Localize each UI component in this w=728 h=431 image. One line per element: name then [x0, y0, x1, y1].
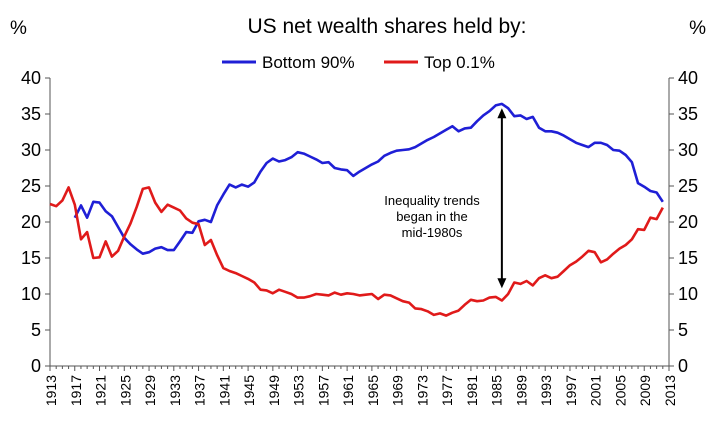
y-tick-label-left: 20 — [21, 212, 41, 232]
y-tick-label-left: 30 — [21, 140, 41, 160]
annotation-line-1: Inequality trends — [384, 193, 480, 208]
x-tick-label: 1985 — [489, 375, 505, 406]
y-tick-label-right: 0 — [678, 356, 688, 376]
annotation-arrow-head-up — [497, 108, 507, 119]
x-tick-label: 1937 — [192, 375, 208, 406]
x-tick-label: 1965 — [365, 375, 381, 406]
x-tick-label: 2013 — [662, 375, 678, 406]
x-tick-label: 1973 — [414, 375, 430, 406]
y-tick-label-right: 40 — [678, 68, 698, 88]
series-line-bottom-90 — [73, 102, 664, 255]
x-tick-label: 1993 — [538, 375, 554, 406]
y-tick-label-left: 15 — [21, 248, 41, 268]
y-tick-label-left: 35 — [21, 104, 41, 124]
x-tick-label: 1989 — [513, 375, 529, 406]
x-tick-label: 1925 — [117, 375, 133, 406]
tick-labels: 0 0 5 5 10 10 15 15 20 20 25 25 30 30 35 35 40 40 1913 1917… — [21, 68, 698, 406]
x-tick-label: 1941 — [216, 375, 232, 406]
y-tick-label-right: 20 — [678, 212, 698, 232]
y-tick-label-left: 40 — [21, 68, 41, 88]
x-tick-label: 1945 — [241, 375, 257, 406]
left-axis-unit: % — [10, 18, 27, 39]
axes — [45, 77, 674, 371]
x-tick-label: 1969 — [390, 375, 406, 406]
y-tick-label-right: 10 — [678, 284, 698, 304]
x-tick-label: 1961 — [340, 375, 356, 406]
series-lines — [49, 102, 664, 317]
y-tick-label-right: 35 — [678, 104, 698, 124]
x-tick-label: 1997 — [563, 375, 579, 406]
x-tick-label: 1913 — [43, 375, 59, 406]
right-axis-unit: % — [689, 18, 706, 39]
y-tick-label-left: 25 — [21, 176, 41, 196]
x-tick-label: 1933 — [167, 375, 183, 406]
x-tick-label: 1953 — [291, 375, 307, 406]
legend: Bottom 90% Top 0.1% — [222, 53, 495, 72]
y-tick-label-right: 5 — [678, 320, 688, 340]
y-tick-label-right: 25 — [678, 176, 698, 196]
annotation-arrow-head-down — [497, 278, 507, 289]
x-tick-label: 1981 — [464, 375, 480, 406]
y-tick-label-right: 30 — [678, 140, 698, 160]
x-tick-label: 2001 — [588, 375, 604, 406]
y-tick-label-left: 10 — [21, 284, 41, 304]
legend-label-top-0-1: Top 0.1% — [424, 53, 495, 72]
x-tick-label: 2009 — [637, 375, 653, 406]
annotation: Inequality trends began in the mid-1980s — [384, 108, 507, 289]
legend-label-bottom-90: Bottom 90% — [262, 53, 355, 72]
x-tick-label: 2005 — [612, 375, 628, 406]
y-tick-label-right: 15 — [678, 248, 698, 268]
x-tick-label: 1917 — [68, 375, 84, 406]
x-tick-label: 1921 — [93, 375, 109, 406]
x-tick-label: 1949 — [266, 375, 282, 406]
series-line-top-0-1 — [49, 186, 664, 317]
x-tick-label: 1977 — [439, 375, 455, 406]
annotation-line-3: mid-1980s — [402, 225, 463, 240]
x-tick-label: 1957 — [315, 375, 331, 406]
chart-title: US net wealth shares held by: — [248, 15, 527, 38]
annotation-line-2: began in the — [396, 209, 468, 224]
x-tick-label: 1929 — [142, 375, 158, 406]
y-tick-label-left: 0 — [31, 356, 41, 376]
y-tick-label-left: 5 — [31, 320, 41, 340]
